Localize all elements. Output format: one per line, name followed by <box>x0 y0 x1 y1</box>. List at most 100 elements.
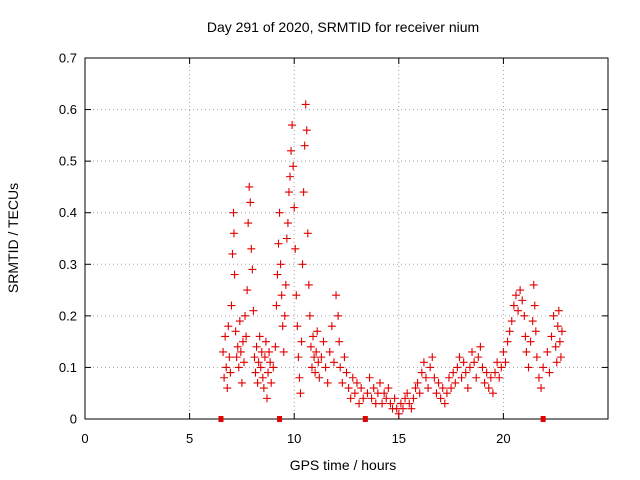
data-point <box>367 394 376 403</box>
data-point <box>359 394 368 403</box>
data-point <box>236 347 245 356</box>
data-point <box>438 384 447 393</box>
data-point <box>415 389 424 398</box>
data-point <box>272 301 281 310</box>
data-point <box>407 404 416 413</box>
data-point <box>327 322 336 331</box>
data-point <box>269 363 278 372</box>
data-point <box>302 126 311 135</box>
data-point <box>257 347 266 356</box>
data-point <box>250 353 259 362</box>
data-point <box>380 389 389 398</box>
data-point <box>303 229 312 238</box>
data-point <box>238 337 247 346</box>
data-point <box>503 337 512 346</box>
data-point <box>348 373 357 382</box>
data-point <box>453 363 462 372</box>
data-point <box>256 363 265 372</box>
data-point <box>346 394 355 403</box>
data-point <box>283 219 292 228</box>
data-point <box>440 399 449 408</box>
data-point <box>478 363 487 372</box>
data-point <box>229 208 238 217</box>
y-axis-label: SRMTID / TECUs <box>5 183 21 293</box>
data-point <box>534 373 543 382</box>
data-point <box>520 311 529 320</box>
data-point <box>357 384 366 393</box>
data-point <box>253 378 262 387</box>
data-point <box>409 394 418 403</box>
data-point <box>365 373 374 382</box>
data-point <box>468 347 477 356</box>
plot-frame <box>84 57 609 420</box>
data-point <box>493 358 502 367</box>
data-point <box>342 368 351 377</box>
data-point <box>288 121 297 130</box>
data-point <box>375 378 384 387</box>
y-tick-label: 0.5 <box>59 154 77 169</box>
data-point <box>539 363 548 372</box>
data-point <box>557 327 566 336</box>
data-point <box>436 394 445 403</box>
data-point <box>232 353 241 362</box>
data-point <box>545 368 554 377</box>
data-point <box>265 347 274 356</box>
data-point <box>352 378 361 387</box>
data-point <box>552 358 561 367</box>
data-point <box>225 353 234 362</box>
data-point <box>298 260 307 269</box>
data-point <box>258 373 267 382</box>
x-tick-label: 5 <box>186 431 193 446</box>
data-point <box>235 317 244 326</box>
data-point <box>248 265 257 274</box>
data-point <box>413 378 422 387</box>
data-point <box>295 373 304 382</box>
data-point <box>274 239 283 248</box>
data-point <box>507 317 516 326</box>
data-point <box>518 296 527 305</box>
data-point <box>474 353 483 362</box>
data-point <box>396 399 405 408</box>
data-point <box>378 399 387 408</box>
data-point <box>296 389 305 398</box>
data-point <box>455 353 464 362</box>
data-point <box>386 399 395 408</box>
data-point <box>307 363 316 372</box>
data-point <box>424 384 433 393</box>
data-point <box>465 363 474 372</box>
data-point <box>449 368 458 377</box>
data-point <box>461 368 470 377</box>
data-point <box>554 306 563 315</box>
data-point <box>289 162 298 171</box>
data-point <box>284 188 293 197</box>
x-tick-label: 10 <box>287 431 301 446</box>
data-point <box>497 363 506 372</box>
data-point <box>484 384 493 393</box>
data-point <box>315 373 324 382</box>
gap-markers <box>218 416 546 422</box>
data-point <box>553 322 562 331</box>
data-point <box>300 141 309 150</box>
x-tick-label: 0 <box>81 431 88 446</box>
data-point <box>255 332 264 341</box>
data-point <box>275 208 284 217</box>
gap-marker <box>362 416 368 422</box>
data-point <box>293 322 302 331</box>
axis-ticks: 0 0.1 0.2 0.3 0.4 0.5 0.6 0.7 0 5 10 15 20 <box>59 51 608 446</box>
data-point <box>314 358 323 367</box>
data-point <box>532 353 541 362</box>
data-point <box>428 353 437 362</box>
data-point <box>276 260 285 269</box>
data-point <box>221 332 230 341</box>
y-tick-label: 0.1 <box>59 360 77 375</box>
data-point <box>266 358 275 367</box>
x-axis-label: GPS time / hours <box>290 457 397 473</box>
data-point <box>344 384 353 393</box>
data-point <box>338 378 347 387</box>
data-point <box>421 373 430 382</box>
data-point <box>430 373 439 382</box>
data-point <box>325 347 334 356</box>
data-point <box>426 363 435 372</box>
data-point <box>267 378 276 387</box>
data-point <box>403 389 412 398</box>
